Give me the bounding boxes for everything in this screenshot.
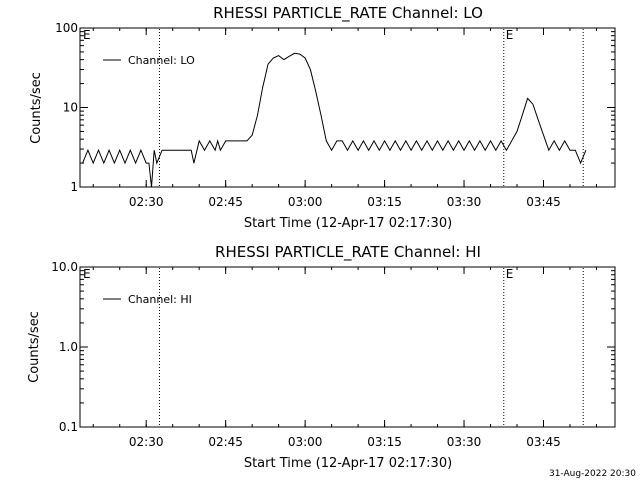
x-tick-label-hi-1: 02:45: [208, 435, 243, 449]
corner-label-hi: E: [83, 267, 91, 281]
marker-label-hi-1: E: [506, 267, 514, 281]
footer-timestamp: 31-Aug-2022 20:30: [549, 469, 636, 479]
x-tick-label-hi-5: 03:45: [526, 435, 561, 449]
x-tick-label-lo-5: 03:45: [526, 195, 561, 209]
x-tick-label-lo-0: 02:30: [129, 195, 164, 209]
y-tick-label-lo-2: 100: [55, 21, 78, 35]
y-tick-label-hi-1: 1.0: [59, 340, 78, 354]
chart-title-lo: RHESSI PARTICLE_RATE Channel: LO: [213, 4, 483, 23]
x-axis-label-hi: Start Time (12-Apr-17 02:17:30): [244, 456, 452, 471]
x-tick-label-lo-2: 03:00: [288, 195, 323, 209]
marker-label-lo-1: E: [506, 28, 514, 42]
y-tick-label-lo-1: 10: [63, 101, 78, 115]
y-axis-label-lo: Counts/sec: [29, 72, 44, 144]
x-tick-label-hi-2: 03:00: [288, 435, 323, 449]
x-tick-label-lo-1: 02:45: [208, 195, 243, 209]
y-tick-label-hi-0: 0.1: [59, 420, 78, 434]
x-axis-label-lo: Start Time (12-Apr-17 02:17:30): [244, 216, 452, 231]
corner-label-lo: E: [83, 28, 91, 42]
panel-hi: RHESSI PARTICLE_RATE Channel: HI E 02:30…: [27, 243, 616, 471]
series-line-lo-0: [82, 52, 587, 188]
x-tick-label-hi-3: 03:15: [367, 435, 402, 449]
legend-entry-hi: Channel: HI: [128, 293, 192, 306]
y-axis-label-hi: Counts/sec: [27, 311, 42, 383]
x-tick-label-hi-0: 02:30: [129, 435, 164, 449]
y-tick-label-hi-2: 10.0: [51, 260, 78, 274]
panel-lo: RHESSI PARTICLE_RATE Channel: LO E 02:30…: [29, 4, 616, 231]
y-tick-label-lo-0: 1: [70, 180, 78, 194]
chart-title-hi: RHESSI PARTICLE_RATE Channel: HI: [215, 243, 481, 262]
x-tick-label-hi-4: 03:30: [447, 435, 482, 449]
legend-entry-lo: Channel: LO: [128, 54, 195, 67]
x-tick-label-lo-3: 03:15: [367, 195, 402, 209]
x-tick-label-lo-4: 03:30: [447, 195, 482, 209]
